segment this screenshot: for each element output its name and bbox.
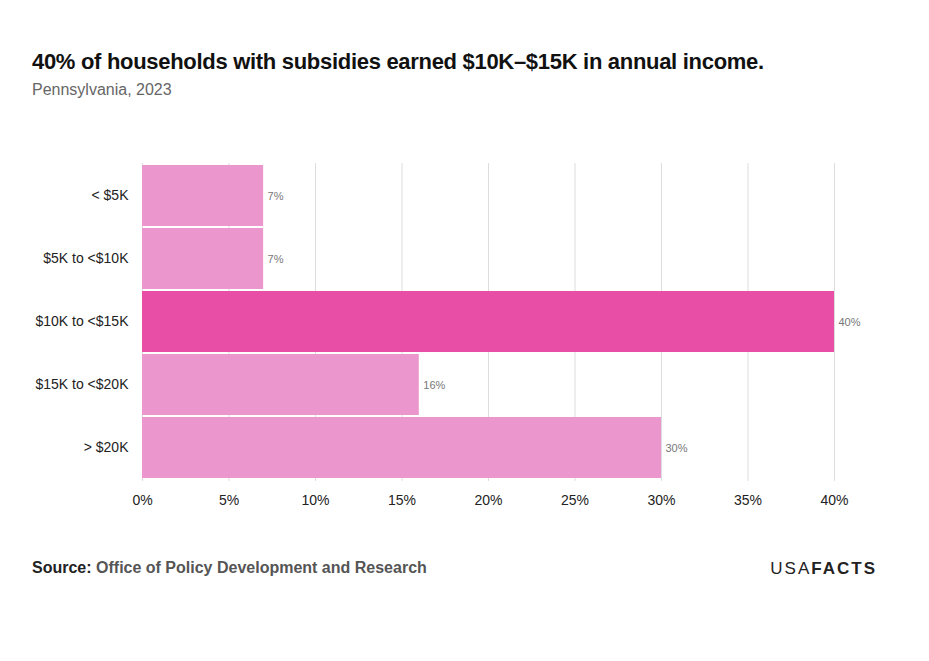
svg-text:10%: 10% xyxy=(301,492,329,508)
svg-text:20%: 20% xyxy=(474,492,502,508)
html-text:Source: Office of Policy Devel: Source: Office of Policy Development and… xyxy=(32,559,427,576)
svg-text:$5K to <$10K: $5K to <$10K xyxy=(43,250,129,266)
svg-text:40%: 40% xyxy=(839,316,861,328)
svg-text:> $20K: > $20K xyxy=(84,439,129,455)
svg-text:30%: 30% xyxy=(666,442,688,454)
svg-text:16%: 16% xyxy=(423,379,445,391)
svg-text:7%: 7% xyxy=(268,190,284,202)
svg-text:< $5K: < $5K xyxy=(92,187,130,203)
svg-text:30%: 30% xyxy=(647,492,675,508)
svg-text:$15K to <$20K: $15K to <$20K xyxy=(35,376,129,392)
svg-text:35%: 35% xyxy=(734,492,762,508)
svg-text:7%: 7% xyxy=(268,253,284,265)
svg-text:$10K to <$15K: $10K to <$15K xyxy=(35,313,129,329)
svg-text:25%: 25% xyxy=(561,492,589,508)
html-text:40% of households with subsidi: 40% of households with subsidies earned … xyxy=(32,49,764,74)
html-text:Pennsylvania, 2023: Pennsylvania, 2023 xyxy=(32,81,172,98)
html-text:USA FACTS: USA FACTS xyxy=(770,559,877,578)
svg-text:0%: 0% xyxy=(132,492,152,508)
svg-text:15%: 15% xyxy=(388,492,416,508)
svg-text:5%: 5% xyxy=(219,492,239,508)
svg-text:40%: 40% xyxy=(820,492,848,508)
